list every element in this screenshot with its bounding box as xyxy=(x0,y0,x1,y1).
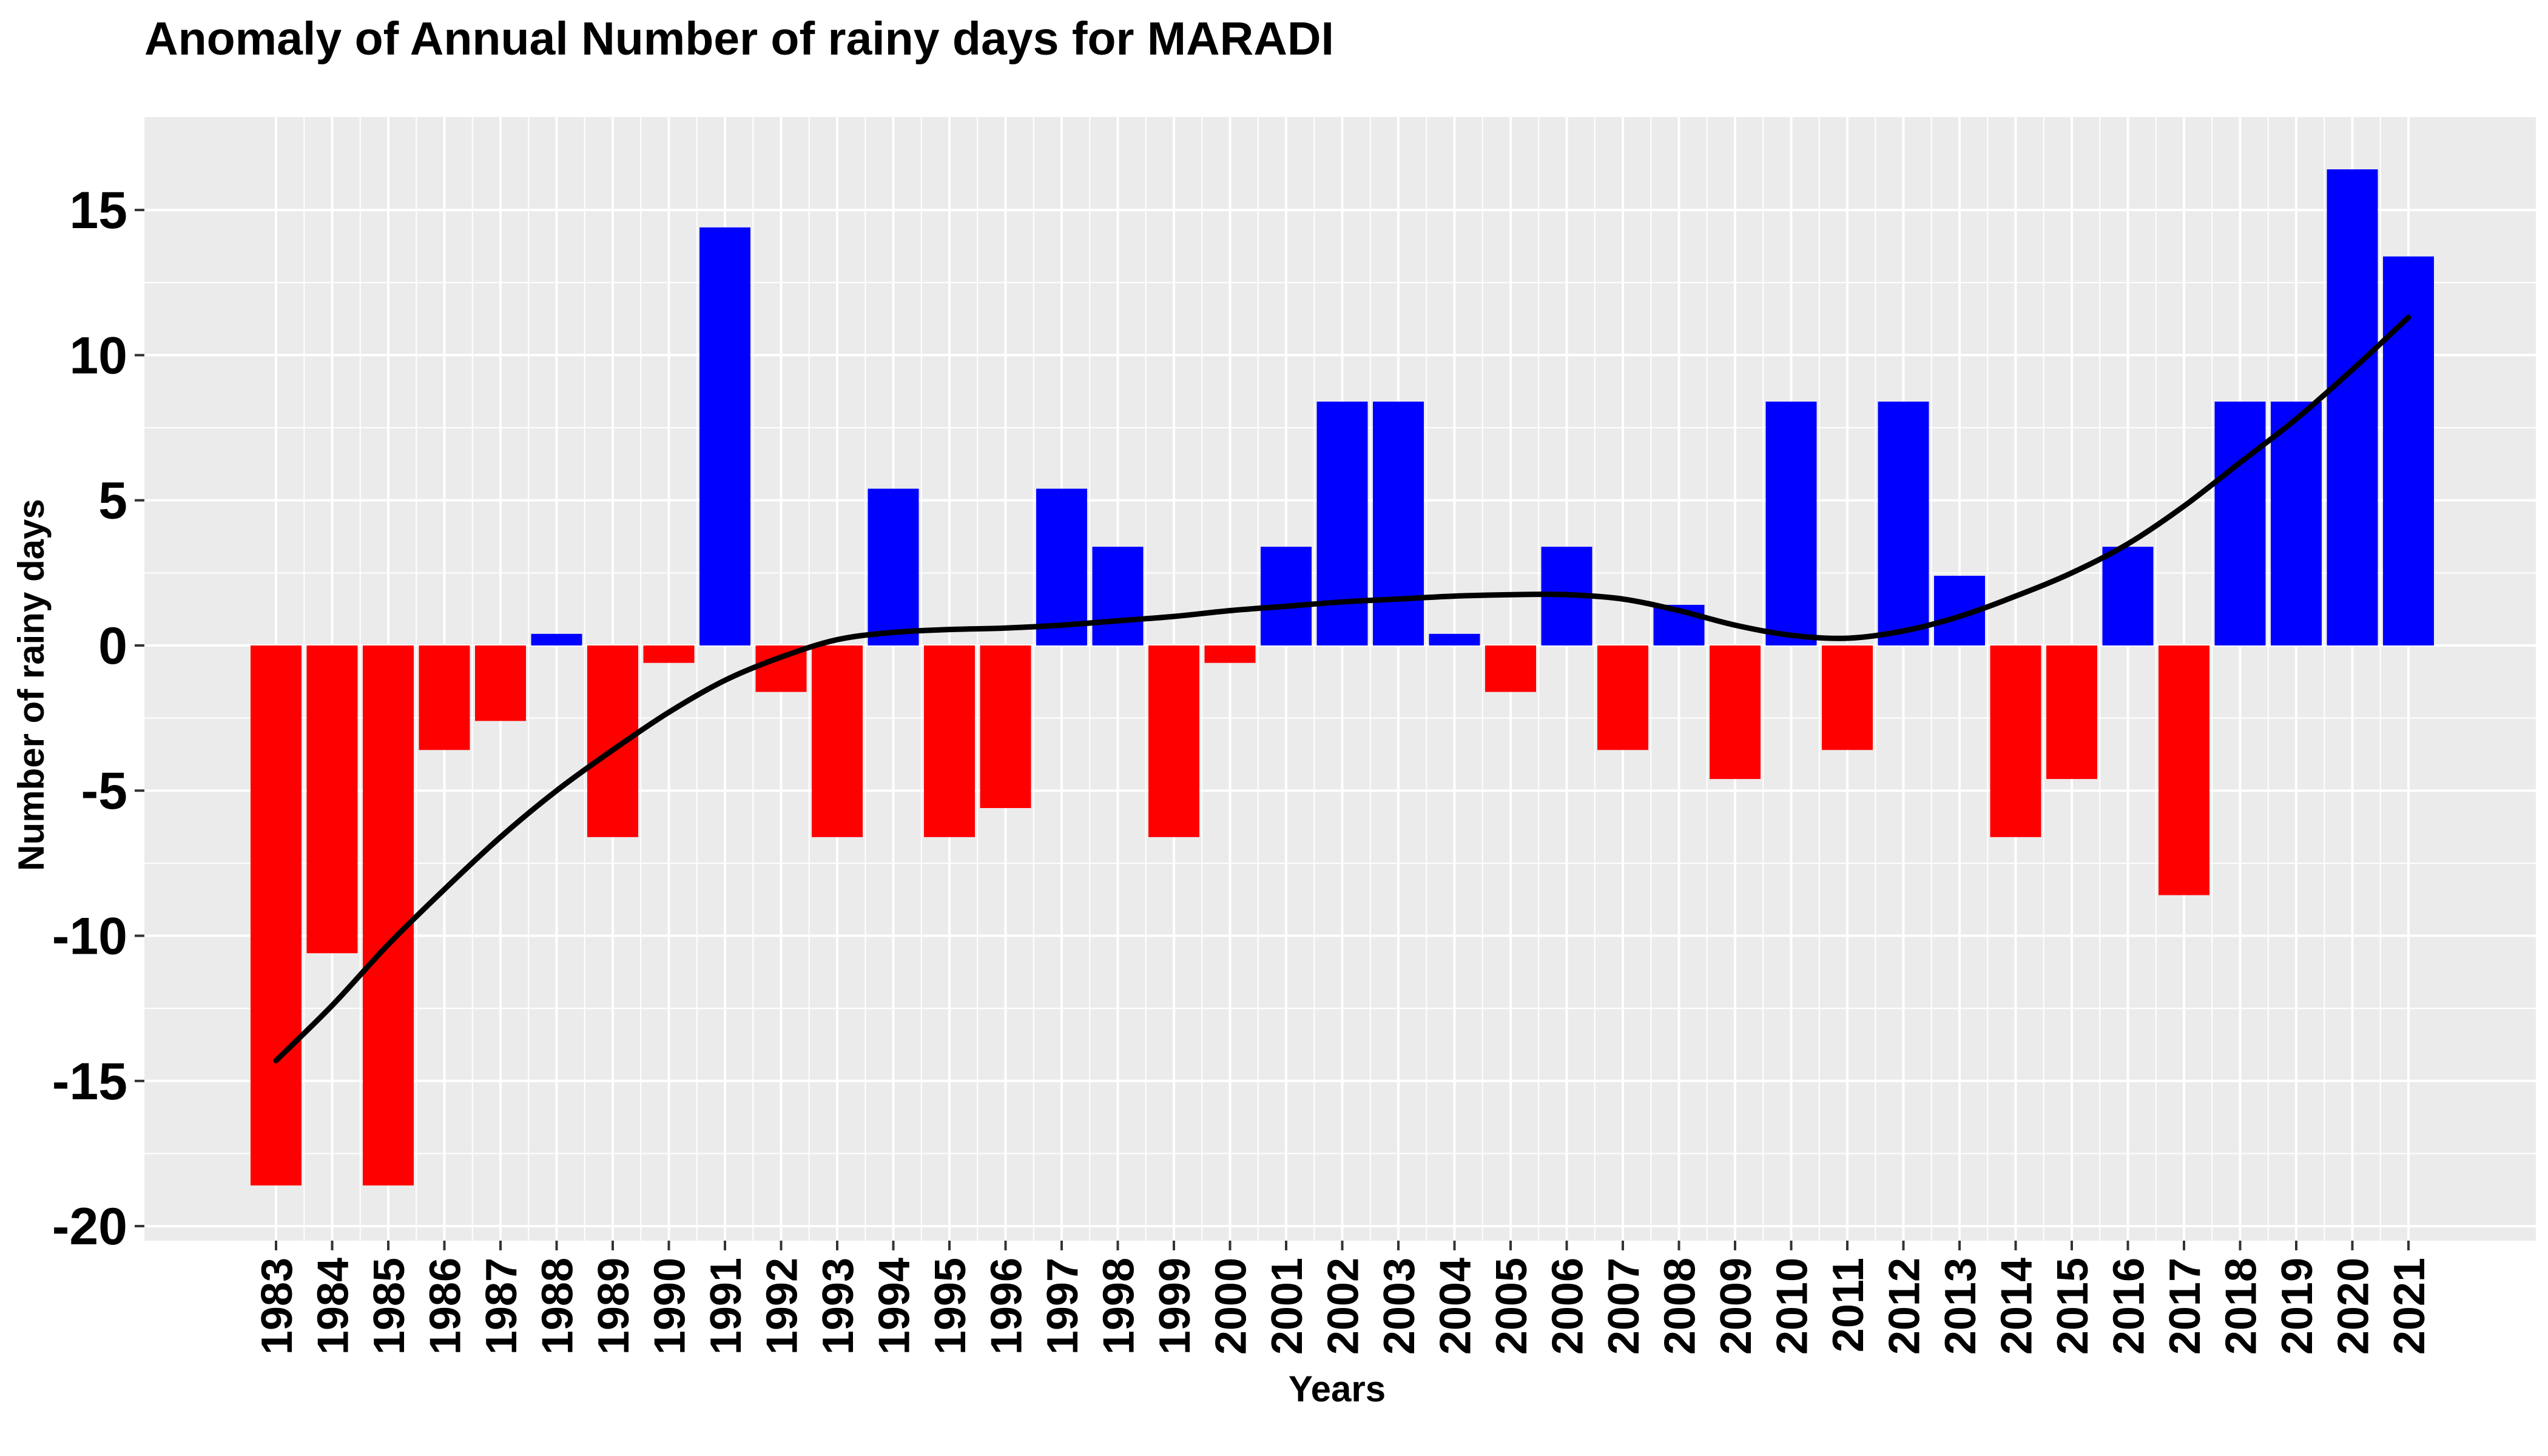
x-tick-label: 2020 xyxy=(2330,1258,2378,1355)
bar-2000 xyxy=(1204,645,1256,663)
x-tick-label: 1997 xyxy=(1039,1258,1087,1355)
x-tick-label: 2014 xyxy=(1993,1258,2041,1355)
x-tick-label: 2007 xyxy=(1600,1258,1648,1355)
x-tick-label: 2019 xyxy=(2273,1258,2322,1355)
x-tick-label: 2011 xyxy=(1824,1258,1873,1352)
bar-2003 xyxy=(1373,401,1424,645)
bar-1998 xyxy=(1092,547,1144,645)
y-axis-title: Number of rainy days xyxy=(11,499,52,871)
x-tick-label: 1990 xyxy=(646,1258,695,1355)
x-tick-label: 1992 xyxy=(758,1258,807,1355)
bar-2014 xyxy=(1990,645,2041,837)
bar-1990 xyxy=(643,645,695,663)
bar-2016 xyxy=(2102,547,2154,645)
x-tick-label: 2018 xyxy=(2217,1258,2266,1355)
bar-2005 xyxy=(1485,645,1536,692)
bar-1993 xyxy=(812,645,863,837)
x-tick-label: 2013 xyxy=(1936,1258,1985,1355)
x-tick-label: 1998 xyxy=(1095,1258,1144,1355)
x-tick-label: 1995 xyxy=(926,1258,975,1355)
bar-2017 xyxy=(2159,645,2209,895)
bar-2001 xyxy=(1261,547,1312,645)
y-tick-label: 5 xyxy=(98,472,127,530)
x-tick-label: 2012 xyxy=(1881,1258,1929,1355)
x-tick-label: 2001 xyxy=(1263,1258,1312,1355)
x-tick-label: 1996 xyxy=(983,1258,1031,1355)
bar-1987 xyxy=(475,645,526,721)
x-tick-label: 2008 xyxy=(1656,1258,1705,1355)
bar-2018 xyxy=(2214,401,2266,645)
bar-1984 xyxy=(306,645,358,954)
x-tick-label: 1991 xyxy=(702,1258,750,1355)
x-tick-label: 1999 xyxy=(1151,1258,1199,1355)
bar-1983 xyxy=(251,645,302,1186)
y-tick-label: 0 xyxy=(98,617,127,675)
y-tick-label: -5 xyxy=(81,762,127,820)
x-tick-label: 2004 xyxy=(1432,1258,1480,1355)
bar-2007 xyxy=(1597,645,1648,750)
x-tick-label: 1983 xyxy=(253,1258,302,1355)
bar-1986 xyxy=(419,645,470,750)
y-tick-label: -20 xyxy=(52,1198,127,1256)
x-tick-label: 1984 xyxy=(309,1258,358,1355)
x-tick-label: 2015 xyxy=(2049,1258,2097,1355)
x-tick-label: 1988 xyxy=(534,1258,582,1355)
bar-2020 xyxy=(2327,169,2378,645)
bar-1996 xyxy=(980,645,1031,808)
x-tick-label: 2021 xyxy=(2385,1258,2434,1355)
bar-1994 xyxy=(868,488,919,645)
bar-2010 xyxy=(1765,401,1817,645)
x-tick-label: 2016 xyxy=(2105,1258,2154,1355)
bar-1991 xyxy=(699,227,750,645)
x-tick-label: 1994 xyxy=(871,1258,919,1355)
y-axis-ticks: -20 -15 -10 -5 0 5 10 15 xyxy=(52,181,144,1256)
bar-1999 xyxy=(1148,645,1199,837)
bar-2015 xyxy=(2046,645,2097,780)
trend-line xyxy=(273,314,2412,1063)
x-tick-label: 1986 xyxy=(422,1258,470,1355)
y-tick-label: 10 xyxy=(69,326,127,385)
bar-2019 xyxy=(2271,401,2322,645)
x-tick-label: 2006 xyxy=(1544,1258,1592,1355)
x-tick-label: 2005 xyxy=(1488,1258,1536,1355)
bar-1989 xyxy=(587,645,638,837)
x-axis-title: Years xyxy=(1289,1369,1386,1409)
bar-2021 xyxy=(2383,256,2434,645)
x-tick-label: 2017 xyxy=(2161,1258,2209,1355)
x-tick-label: 2003 xyxy=(1375,1258,1424,1355)
y-tick-label: -15 xyxy=(52,1053,127,1111)
y-tick-label: -10 xyxy=(52,908,127,966)
x-tick-label: 1989 xyxy=(590,1258,638,1355)
bar-2004 xyxy=(1429,633,1480,645)
x-tick-label: 2009 xyxy=(1712,1258,1761,1355)
bars xyxy=(251,169,2434,1186)
chart-title: Anomaly of Annual Number of rainy days f… xyxy=(144,13,1334,65)
bar-1988 xyxy=(531,633,582,645)
x-axis-ticks: 1983 1984 1985 1986 1987 1988 1989 1990 1991 1992… xyxy=(253,1241,2434,1355)
bar-2011 xyxy=(1822,645,1873,750)
bar-1985 xyxy=(363,645,414,1186)
x-tick-label: 2010 xyxy=(1768,1258,1817,1355)
bar-2009 xyxy=(1710,645,1761,780)
x-tick-label: 1993 xyxy=(814,1258,863,1355)
plot-panel xyxy=(144,117,2536,1241)
y-tick-label: 15 xyxy=(69,181,127,240)
bar-2012 xyxy=(1878,401,1929,645)
bar-1997 xyxy=(1036,488,1087,645)
x-tick-label: 2000 xyxy=(1207,1258,1256,1355)
bar-2002 xyxy=(1316,401,1368,645)
x-tick-label: 2002 xyxy=(1320,1258,1368,1355)
x-tick-label: 1987 xyxy=(477,1258,526,1355)
minor-gridlines xyxy=(144,117,2536,1241)
x-tick-label: 1985 xyxy=(365,1258,414,1355)
bar-1995 xyxy=(924,645,975,837)
